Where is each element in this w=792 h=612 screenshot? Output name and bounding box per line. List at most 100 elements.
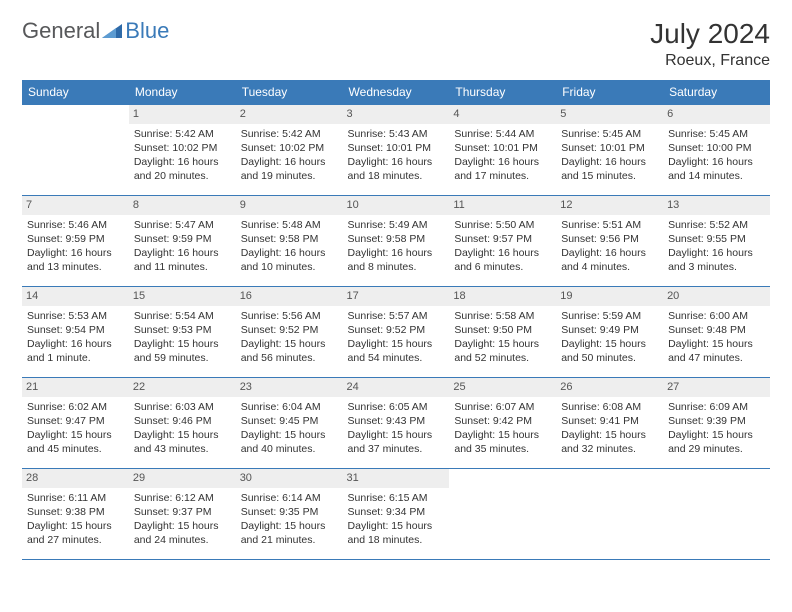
calendar-cell: 24Sunrise: 6:05 AMSunset: 9:43 PMDayligh… xyxy=(343,378,450,469)
daylight-text: and 15 minutes. xyxy=(561,169,658,183)
sunset-text: Sunset: 9:56 PM xyxy=(561,232,658,246)
calendar-cell: 21Sunrise: 6:02 AMSunset: 9:47 PMDayligh… xyxy=(22,378,129,469)
location-label: Roeux, France xyxy=(650,52,770,70)
day-number: 6 xyxy=(663,105,770,124)
sunset-text: Sunset: 9:54 PM xyxy=(27,323,124,337)
sunset-text: Sunset: 10:00 PM xyxy=(668,141,765,155)
calendar-cell: 11 Sunrise: 5:50 AMSunset: 9:57 PMDayligh… xyxy=(449,196,556,287)
sunrise-text: Sunrise: 5:54 AM xyxy=(134,309,231,323)
brand-text-blue: Blue xyxy=(125,18,169,44)
day-number: 24 xyxy=(343,378,450,397)
sunrise-text: Sunrise: 5:46 AM xyxy=(27,218,124,232)
sunset-text: Sunset: 9:37 PM xyxy=(134,505,231,519)
sunset-text: Sunset: 10:01 PM xyxy=(348,141,445,155)
sunset-text: Sunset: 9:57 PM xyxy=(454,232,551,246)
brand-logo: General Blue xyxy=(22,18,169,44)
calendar-cell: 1Sunrise: 5:42 AMSunset: 10:02 PMDayligh… xyxy=(129,105,236,196)
sunrise-text: Sunrise: 5:45 AM xyxy=(561,127,658,141)
calendar-cell: 22Sunrise: 6:03 AMSunset: 9:46 PMDayligh… xyxy=(129,378,236,469)
daylight-text: and 47 minutes. xyxy=(668,351,765,365)
sunset-text: Sunset: 9:38 PM xyxy=(27,505,124,519)
day-number: 4 xyxy=(449,105,556,124)
calendar-cell: 27Sunrise: 6:09 AMSunset: 9:39 PMDayligh… xyxy=(663,378,770,469)
day-number: 12 xyxy=(556,196,663,215)
daylight-text: Daylight: 15 hours xyxy=(668,337,765,351)
calendar-cell: 23Sunrise: 6:04 AMSunset: 9:45 PMDayligh… xyxy=(236,378,343,469)
sunset-text: Sunset: 9:52 PM xyxy=(241,323,338,337)
sunset-text: Sunset: 10:01 PM xyxy=(454,141,551,155)
daylight-text: Daylight: 15 hours xyxy=(454,337,551,351)
sunset-text: Sunset: 9:50 PM xyxy=(454,323,551,337)
daylight-text: Daylight: 16 hours xyxy=(27,246,124,260)
calendar-cell: 8Sunrise: 5:47 AMSunset: 9:59 PMDaylight… xyxy=(129,196,236,287)
sunrise-text: Sunrise: 6:03 AM xyxy=(134,400,231,414)
sunset-text: Sunset: 9:46 PM xyxy=(134,414,231,428)
daylight-text: Daylight: 16 hours xyxy=(27,337,124,351)
daylight-text: and 32 minutes. xyxy=(561,442,658,456)
sunrise-text: Sunrise: 5:58 AM xyxy=(454,309,551,323)
daylight-text: Daylight: 16 hours xyxy=(561,155,658,169)
calendar-cell: 6Sunrise: 5:45 AMSunset: 10:00 PMDayligh… xyxy=(663,105,770,196)
calendar-cell: 3Sunrise: 5:43 AMSunset: 10:01 PMDayligh… xyxy=(343,105,450,196)
daylight-text: Daylight: 16 hours xyxy=(348,155,445,169)
sunset-text: Sunset: 9:48 PM xyxy=(668,323,765,337)
daylight-text: Daylight: 15 hours xyxy=(454,428,551,442)
daylight-text: Daylight: 16 hours xyxy=(241,155,338,169)
sunset-text: Sunset: 9:47 PM xyxy=(27,414,124,428)
calendar-cell: 2Sunrise: 5:42 AMSunset: 10:02 PMDayligh… xyxy=(236,105,343,196)
daylight-text: Daylight: 16 hours xyxy=(348,246,445,260)
sunrise-text: Sunrise: 6:02 AM xyxy=(27,400,124,414)
day-number: 1 xyxy=(129,105,236,124)
day-number: 14 xyxy=(22,287,129,306)
sunrise-text: Sunrise: 5:48 AM xyxy=(241,218,338,232)
title-block: July 2024 Roeux, France xyxy=(650,18,770,70)
daylight-text: Daylight: 15 hours xyxy=(134,337,231,351)
sunset-text: Sunset: 9:52 PM xyxy=(348,323,445,337)
sunset-text: Sunset: 9:45 PM xyxy=(241,414,338,428)
sunrise-text: Sunrise: 6:11 AM xyxy=(27,491,124,505)
day-number: 11 xyxy=(449,196,556,215)
daylight-text: Daylight: 16 hours xyxy=(454,246,551,260)
daylight-text: and 10 minutes. xyxy=(241,260,338,274)
sunrise-text: Sunrise: 5:51 AM xyxy=(561,218,658,232)
day-number: 15 xyxy=(129,287,236,306)
day-number: 13 xyxy=(663,196,770,215)
sunset-text: Sunset: 9:49 PM xyxy=(561,323,658,337)
sunset-text: Sunset: 9:58 PM xyxy=(348,232,445,246)
calendar-cell: . xyxy=(22,105,129,196)
sunrise-text: Sunrise: 5:50 AM xyxy=(454,218,551,232)
daylight-text: and 11 minutes. xyxy=(134,260,231,274)
day-number: 30 xyxy=(236,469,343,488)
calendar-cell: 7Sunrise: 5:46 AMSunset: 9:59 PMDaylight… xyxy=(22,196,129,287)
daylight-text: and 20 minutes. xyxy=(134,169,231,183)
day-number: 2 xyxy=(236,105,343,124)
daylight-text: and 13 minutes. xyxy=(27,260,124,274)
calendar-week: .1Sunrise: 5:42 AMSunset: 10:02 PMDaylig… xyxy=(22,105,770,196)
sunset-text: Sunset: 9:55 PM xyxy=(668,232,765,246)
calendar-cell: 20Sunrise: 6:00 AMSunset: 9:48 PMDayligh… xyxy=(663,287,770,378)
daylight-text: Daylight: 15 hours xyxy=(27,519,124,533)
daylight-text: Daylight: 16 hours xyxy=(134,246,231,260)
day-number: 10 xyxy=(343,196,450,215)
calendar-week: 21Sunrise: 6:02 AMSunset: 9:47 PMDayligh… xyxy=(22,378,770,469)
sunrise-text: Sunrise: 6:05 AM xyxy=(348,400,445,414)
day-number: 17 xyxy=(343,287,450,306)
calendar-cell: 31Sunrise: 6:15 AMSunset: 9:34 PMDayligh… xyxy=(343,469,450,560)
weekday-header: Tuesday xyxy=(236,80,343,105)
sunrise-text: Sunrise: 5:56 AM xyxy=(241,309,338,323)
calendar-cell: 16Sunrise: 5:56 AMSunset: 9:52 PMDayligh… xyxy=(236,287,343,378)
calendar-cell: 18Sunrise: 5:58 AMSunset: 9:50 PMDayligh… xyxy=(449,287,556,378)
daylight-text: and 18 minutes. xyxy=(348,533,445,547)
weekday-header: Sunday xyxy=(22,80,129,105)
calendar-table: SundayMondayTuesdayWednesdayThursdayFrid… xyxy=(22,80,770,560)
calendar-cell: 15Sunrise: 5:54 AMSunset: 9:53 PMDayligh… xyxy=(129,287,236,378)
sunrise-text: Sunrise: 5:44 AM xyxy=(454,127,551,141)
daylight-text: and 18 minutes. xyxy=(348,169,445,183)
calendar-cell: 5Sunrise: 5:45 AMSunset: 10:01 PMDayligh… xyxy=(556,105,663,196)
calendar-cell: 19Sunrise: 5:59 AMSunset: 9:49 PMDayligh… xyxy=(556,287,663,378)
month-title: July 2024 xyxy=(650,18,770,50)
sunrise-text: Sunrise: 6:08 AM xyxy=(561,400,658,414)
day-number: 25 xyxy=(449,378,556,397)
calendar-week: 7Sunrise: 5:46 AMSunset: 9:59 PMDaylight… xyxy=(22,196,770,287)
daylight-text: Daylight: 15 hours xyxy=(241,519,338,533)
